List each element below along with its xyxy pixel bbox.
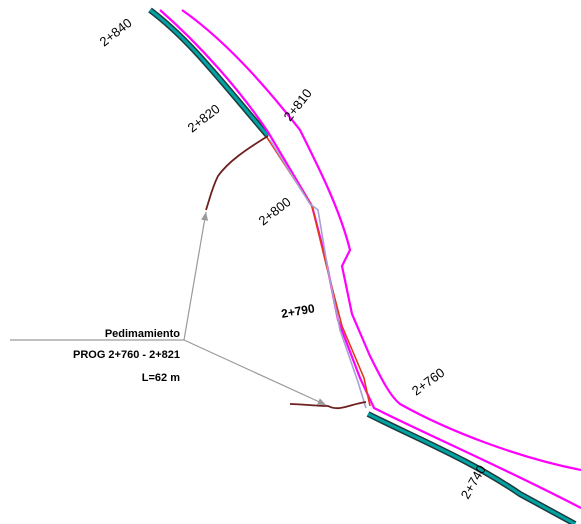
toe-line-upper: [205, 135, 269, 211]
leader-arrow-lower: [183, 339, 327, 406]
chainage-label-2760: 2+760: [409, 365, 447, 399]
road-edge-upper-teal: [149, 8, 270, 137]
annotation-title: Pedimamiento: [105, 328, 180, 340]
leader-arrow-upper: [183, 211, 209, 341]
chainage-label-2800: 2+800: [256, 194, 294, 228]
chainage-label-2810: 2+810: [281, 86, 315, 124]
chainage-label-2790: 2+790: [280, 301, 316, 321]
chainage-label-2820: 2+820: [185, 101, 223, 135]
slope-line: [269, 139, 367, 409]
annotation-length: L=62 m: [142, 372, 180, 384]
road-boundary-right: [181, 9, 581, 472]
road-edge-lower-teal: [367, 412, 576, 524]
chainage-label-2740: 2+740: [458, 462, 489, 501]
toe-line-lower: [289, 401, 367, 410]
road-boundary-left: [159, 9, 581, 509]
chainage-label-2840: 2+840: [97, 15, 135, 49]
annotation-range: PROG 2+760 - 2+821: [73, 349, 180, 361]
